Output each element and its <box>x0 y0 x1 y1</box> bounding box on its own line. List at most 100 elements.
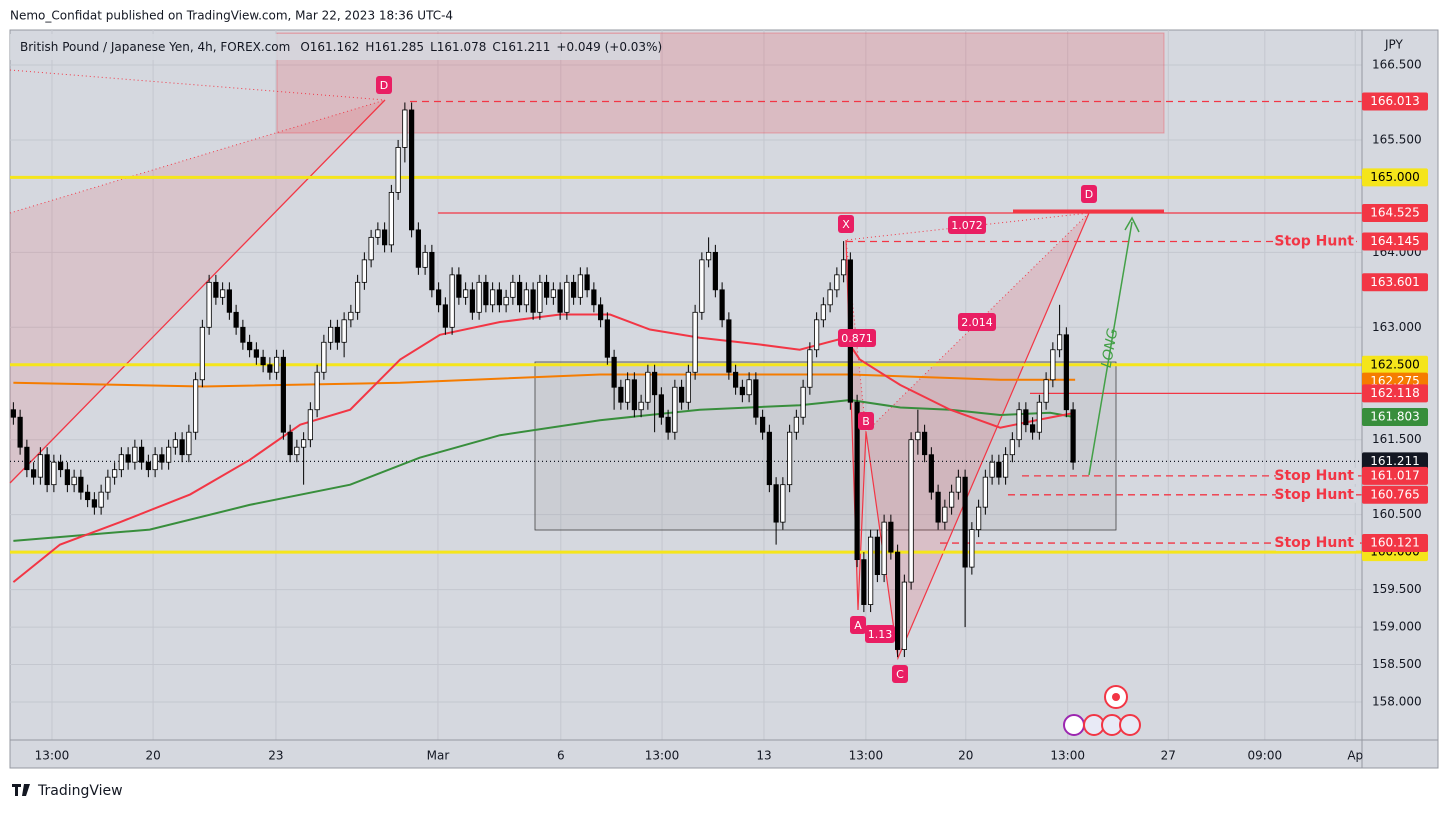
candle-body <box>969 529 975 568</box>
candle-body <box>935 491 941 523</box>
axis-labels: 158.000 158.500 159.000 159.500 160.500 161.5… <box>35 57 1428 763</box>
candle-body <box>274 356 280 373</box>
price-badge-label: 160.121 <box>1370 536 1420 550</box>
ratio-badge <box>948 216 986 234</box>
candle-body <box>530 289 536 313</box>
x-tick-label: 13:00 <box>35 749 70 763</box>
candle-body <box>996 461 1002 478</box>
footer: TradingView <box>12 783 123 799</box>
candle-body <box>753 379 759 418</box>
candle-body <box>287 431 293 456</box>
x-tick-label: 13:00 <box>1050 749 1085 763</box>
point-label: B <box>862 415 870 428</box>
candle-body <box>787 431 793 486</box>
candle-body <box>780 484 786 523</box>
candle-body <box>510 281 516 298</box>
price-badge-label: 161.211 <box>1370 454 1420 468</box>
candle-body <box>1030 424 1036 433</box>
candle-body <box>145 461 151 471</box>
long-arrow <box>1088 221 1133 476</box>
event-icon[interactable] <box>1119 714 1141 736</box>
candle-body <box>301 439 307 448</box>
candle-body <box>949 491 955 508</box>
price-badge-label: 161.017 <box>1370 468 1420 482</box>
candle-body <box>719 289 725 321</box>
candle-body <box>355 281 361 313</box>
candle-body <box>206 281 212 328</box>
point-badge <box>838 215 854 233</box>
publisher: Nemo_Confidat published on TradingView.c… <box>10 9 453 23</box>
candle-body <box>58 461 64 471</box>
currency: JPY <box>1384 38 1404 52</box>
candle-body <box>253 349 259 358</box>
ratio-label: 1.072 <box>951 219 983 232</box>
x-tick-label: 13 <box>756 749 771 763</box>
candle-body <box>159 454 165 463</box>
candle-body <box>827 289 833 306</box>
candle-body <box>37 454 43 478</box>
price-badge <box>1362 534 1428 553</box>
grid <box>10 30 1362 740</box>
candle-body <box>726 319 732 373</box>
ratio-label: 2.014 <box>961 316 993 329</box>
ratio-badge <box>958 313 996 331</box>
point-label: A <box>854 619 862 632</box>
candle-body <box>476 281 482 313</box>
candle-body <box>422 251 428 268</box>
price-badge-label: 162.118 <box>1370 386 1420 400</box>
ohlc-value: 161.211 <box>501 40 551 54</box>
price-badge <box>1362 273 1428 292</box>
candle-body <box>976 506 982 531</box>
price-badge <box>1362 452 1428 471</box>
candle-body <box>746 379 752 396</box>
candle-body <box>436 289 442 306</box>
pattern-fill <box>866 213 1089 658</box>
candle-body <box>544 281 550 298</box>
candle-body <box>814 319 820 351</box>
price-badge <box>1362 466 1428 485</box>
candle-body <box>1050 349 1056 381</box>
candle-body <box>895 551 901 650</box>
symbol-title: British Pound / Japanese Yen, 4h, FOREX.… <box>20 40 290 54</box>
candle-body <box>483 281 489 306</box>
candle-body <box>31 469 37 478</box>
price-badge <box>1362 384 1428 403</box>
y-tick-label: 159.000 <box>1372 620 1422 634</box>
candle-body <box>220 289 226 298</box>
candle-body <box>874 536 880 576</box>
candle-body <box>638 401 644 411</box>
candle-body <box>800 386 806 418</box>
point-badge <box>850 616 866 634</box>
ohlc-key: O <box>300 40 309 54</box>
candle-body <box>321 341 327 373</box>
x-tick-label: 09:00 <box>1248 749 1283 763</box>
candle-body <box>1057 334 1063 351</box>
candle-body <box>652 371 658 396</box>
candle-body <box>166 446 172 463</box>
candle-body <box>98 491 104 508</box>
moving-average <box>13 398 1076 542</box>
candle-body <box>105 476 111 493</box>
price-badge <box>1362 485 1428 504</box>
candle-body <box>172 439 178 448</box>
x-tick-label: 20 <box>958 749 973 763</box>
candle-body <box>415 229 421 268</box>
x-tick-label: Mar <box>427 749 450 763</box>
event-icon[interactable] <box>1063 714 1085 736</box>
x-tick-label: Ap <box>1347 749 1363 763</box>
ohlc-value: 161.162 <box>310 40 360 54</box>
candle-body <box>199 326 205 381</box>
level-note: Stop Hunt <box>1274 468 1354 484</box>
brand: TradingView <box>37 783 123 799</box>
candle-body <box>625 379 631 403</box>
candle-body <box>868 536 874 605</box>
y-tick-label: 160.500 <box>1372 507 1422 521</box>
y-tick-label: 158.000 <box>1372 695 1422 709</box>
candle-body <box>193 379 199 433</box>
candle-body <box>503 296 509 306</box>
price-badge-label: 160.765 <box>1370 487 1420 501</box>
candle-body <box>1009 439 1015 456</box>
candle-body <box>368 236 374 261</box>
ohlc-key: H <box>365 40 374 54</box>
